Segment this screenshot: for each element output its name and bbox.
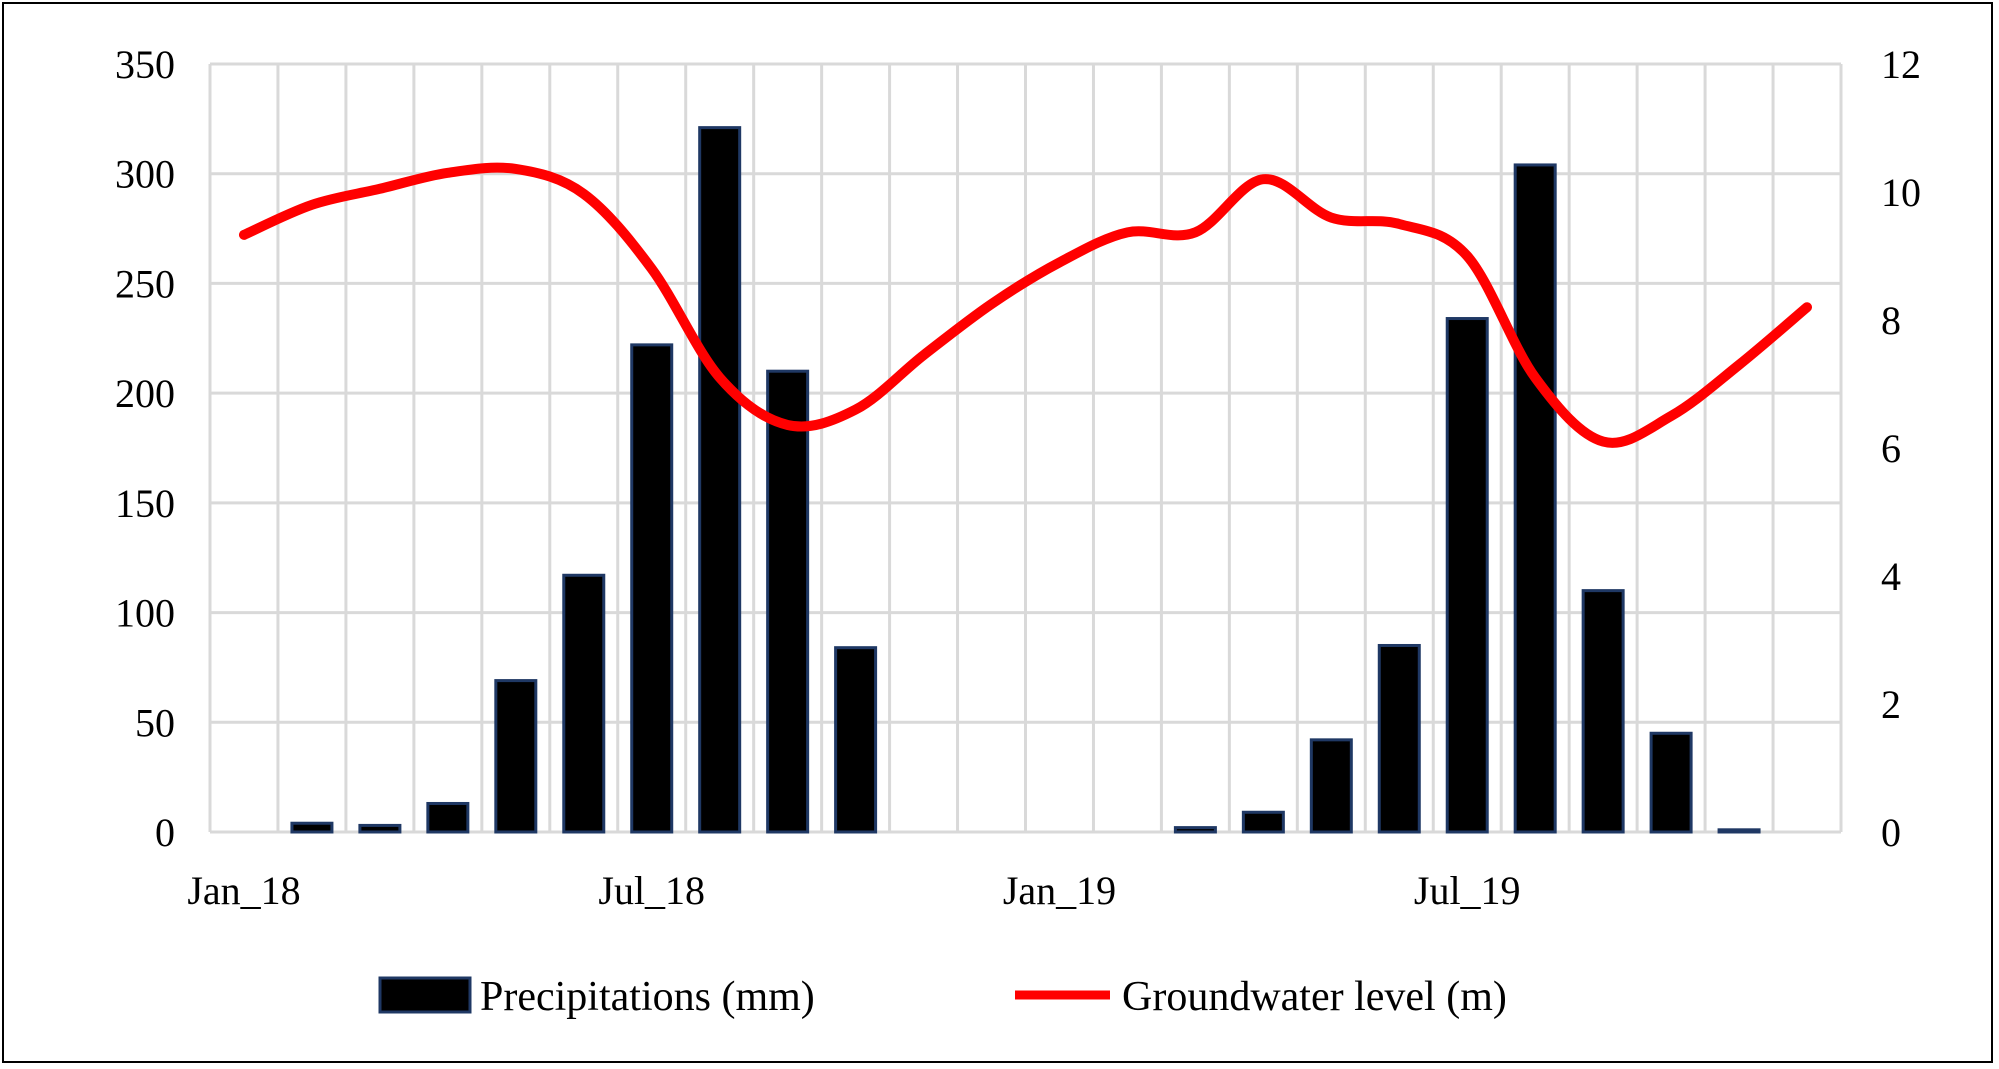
left-tick-label: 150 — [115, 481, 175, 526]
precipitation-bar — [630, 343, 674, 834]
groundwater-level-line — [238, 162, 1813, 448]
left-tick-label: 200 — [115, 371, 175, 416]
right-tick-label: 8 — [1881, 298, 1901, 343]
left-tick-label: 350 — [115, 42, 175, 87]
right-tick-label: 6 — [1881, 426, 1901, 471]
precipitation-bar — [1581, 589, 1625, 834]
right-tick-label: 2 — [1881, 682, 1901, 727]
left-tick-label: 100 — [115, 591, 175, 636]
x-tick-label: Jul_19 — [1414, 868, 1521, 913]
precipitation-bar — [1649, 731, 1693, 834]
precipitation-bar — [1173, 826, 1217, 834]
right-axis-ticks: 0 2 4 6 8 10 12 — [1881, 42, 1921, 855]
precipitation-bar — [494, 679, 538, 834]
precipitation-bar — [698, 126, 742, 834]
precipitation-bar — [1717, 828, 1761, 834]
groundwater-line — [238, 162, 1813, 448]
precipitation-bar — [1513, 163, 1557, 834]
precipitation-bar — [1309, 738, 1353, 834]
legend-swatch-precipitations — [378, 976, 472, 1014]
precipitation-bar — [1377, 643, 1421, 834]
legend: Precipitations (mm) Groundwater level (m… — [378, 974, 1507, 1020]
left-axis-ticks: 0 50 100 150 200 250 300 350 — [115, 42, 175, 855]
x-tick-label: Jan_18 — [187, 868, 300, 913]
left-tick-label: 300 — [115, 152, 175, 197]
precipitation-bar — [834, 646, 878, 834]
right-tick-label: 10 — [1881, 170, 1921, 215]
x-tick-label: Jul_18 — [598, 868, 705, 913]
precipitation-bars — [290, 126, 1761, 834]
precipitation-bar — [358, 823, 402, 834]
x-tick-label: Jan_19 — [1003, 868, 1116, 913]
left-tick-label: 50 — [135, 700, 175, 745]
precipitation-bar — [1445, 317, 1489, 834]
left-tick-label: 250 — [115, 261, 175, 306]
precipitation-bar — [766, 369, 810, 834]
precipitation-bar — [1241, 810, 1285, 834]
right-tick-label: 0 — [1881, 810, 1901, 855]
precipitation-bar — [290, 821, 334, 834]
legend-label-precipitations: Precipitations (mm) — [480, 974, 815, 1020]
right-tick-label: 12 — [1881, 42, 1921, 87]
precipitation-bar — [562, 573, 606, 834]
gridlines — [208, 62, 1843, 834]
x-axis-ticks: Jan_18 Jul_18 Jan_19 Jul_19 — [187, 868, 1520, 913]
legend-label-groundwater: Groundwater level (m) — [1122, 974, 1507, 1020]
right-tick-label: 4 — [1881, 554, 1901, 599]
left-tick-label: 0 — [155, 810, 175, 855]
precipitation-bar — [426, 801, 470, 834]
